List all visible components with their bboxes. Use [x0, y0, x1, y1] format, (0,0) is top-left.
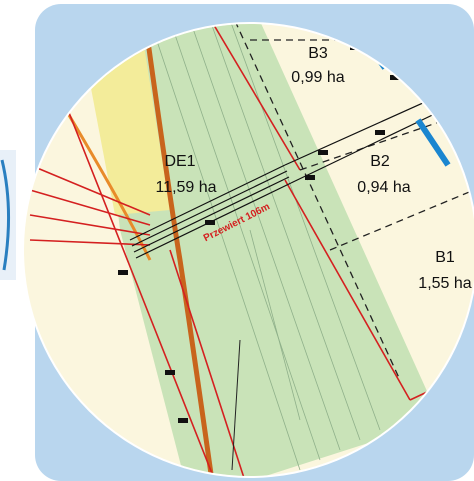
parcel-name: DE1: [164, 153, 195, 170]
hatching: [149, 24, 381, 471]
left-sliver-edge: [0, 159, 11, 271]
leader-line: [231, 339, 241, 471]
parcel-area: 1,55 ha: [418, 275, 471, 292]
parcel-name: B2: [370, 153, 390, 170]
parcel-area: 11,59 ha: [155, 179, 216, 196]
green-band: [95, 24, 440, 476]
parcel-name: B1: [435, 249, 455, 266]
red-lines: [29, 24, 474, 476]
orange-road: [142, 24, 215, 476]
parcel-area: 0,99 ha: [291, 69, 344, 86]
parcel-name: B3: [308, 45, 328, 62]
parcel-area: 0,94 ha: [357, 179, 410, 196]
